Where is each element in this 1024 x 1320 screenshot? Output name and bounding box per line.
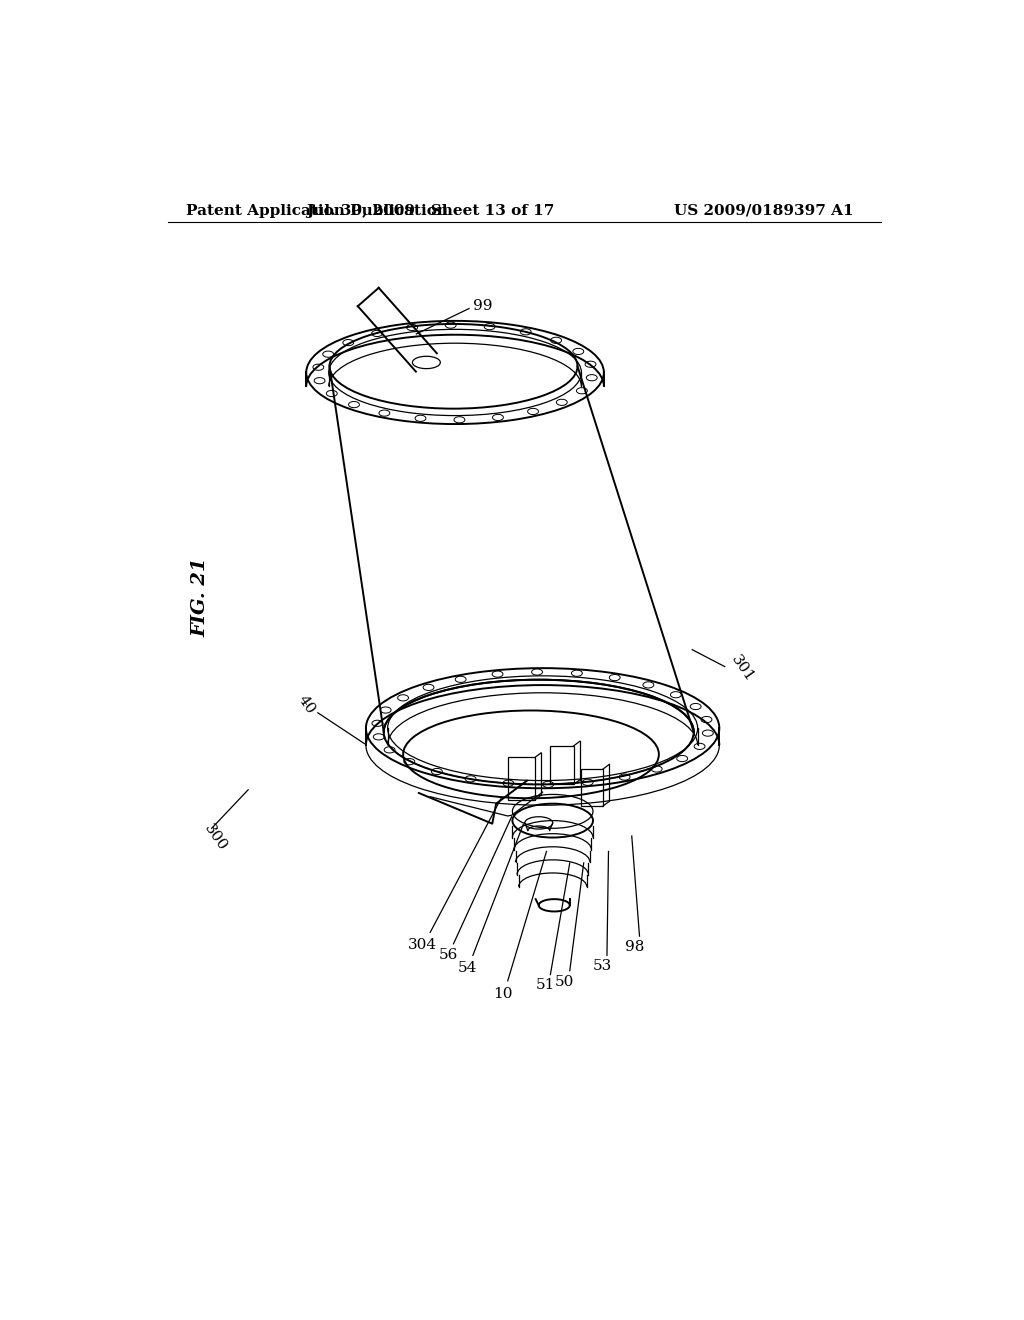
Text: FIG. 21: FIG. 21 bbox=[191, 557, 210, 638]
Text: 10: 10 bbox=[494, 987, 513, 1001]
Text: 56: 56 bbox=[438, 948, 458, 962]
Text: Jul. 30, 2009   Sheet 13 of 17: Jul. 30, 2009 Sheet 13 of 17 bbox=[306, 203, 554, 218]
Text: 54: 54 bbox=[458, 961, 477, 974]
Text: 51: 51 bbox=[536, 978, 555, 993]
Text: 300: 300 bbox=[202, 821, 229, 854]
Text: 301: 301 bbox=[729, 652, 757, 684]
Bar bbox=[508, 758, 535, 800]
Bar bbox=[582, 770, 603, 807]
Text: 98: 98 bbox=[626, 940, 644, 954]
Text: 99: 99 bbox=[473, 300, 493, 313]
Text: US 2009/0189397 A1: US 2009/0189397 A1 bbox=[674, 203, 853, 218]
Text: 304: 304 bbox=[408, 937, 437, 952]
Text: 50: 50 bbox=[555, 974, 574, 989]
Text: 40: 40 bbox=[295, 693, 317, 717]
Text: Patent Application Publication: Patent Application Publication bbox=[186, 203, 449, 218]
Text: 53: 53 bbox=[593, 960, 612, 973]
Bar bbox=[550, 746, 573, 784]
